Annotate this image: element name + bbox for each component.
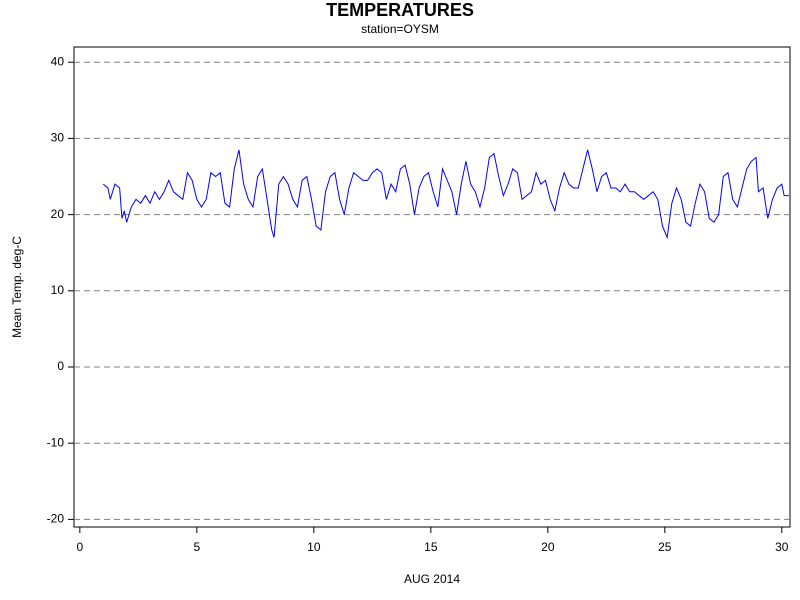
plot-frame xyxy=(73,46,791,528)
y-tick-label: 30 xyxy=(51,131,65,145)
y-tick-label: -10 xyxy=(47,435,65,449)
y-tick-label: 40 xyxy=(51,54,65,68)
x-tick-label: 0 xyxy=(77,540,84,554)
chart-title: TEMPERATURES xyxy=(326,0,474,20)
x-tick-label: 5 xyxy=(193,540,200,554)
x-tick-label: 15 xyxy=(424,540,438,554)
y-tick-label: -20 xyxy=(47,512,65,526)
y-tick-label: 20 xyxy=(51,207,65,221)
x-tick-label: 10 xyxy=(307,540,321,554)
x-axis-label: AUG 2014 xyxy=(404,572,460,586)
y-tick-label: 10 xyxy=(51,283,65,297)
chart-subtitle: station=OYSM xyxy=(361,22,439,36)
x-tick-label: 30 xyxy=(775,540,789,554)
temperature-line xyxy=(102,149,789,240)
y-tick-label: 0 xyxy=(57,359,64,373)
x-tick-label: 25 xyxy=(658,540,672,554)
x-tick-label: 20 xyxy=(541,540,555,554)
y-axis-label: Mean Temp. deg-C xyxy=(10,236,24,338)
